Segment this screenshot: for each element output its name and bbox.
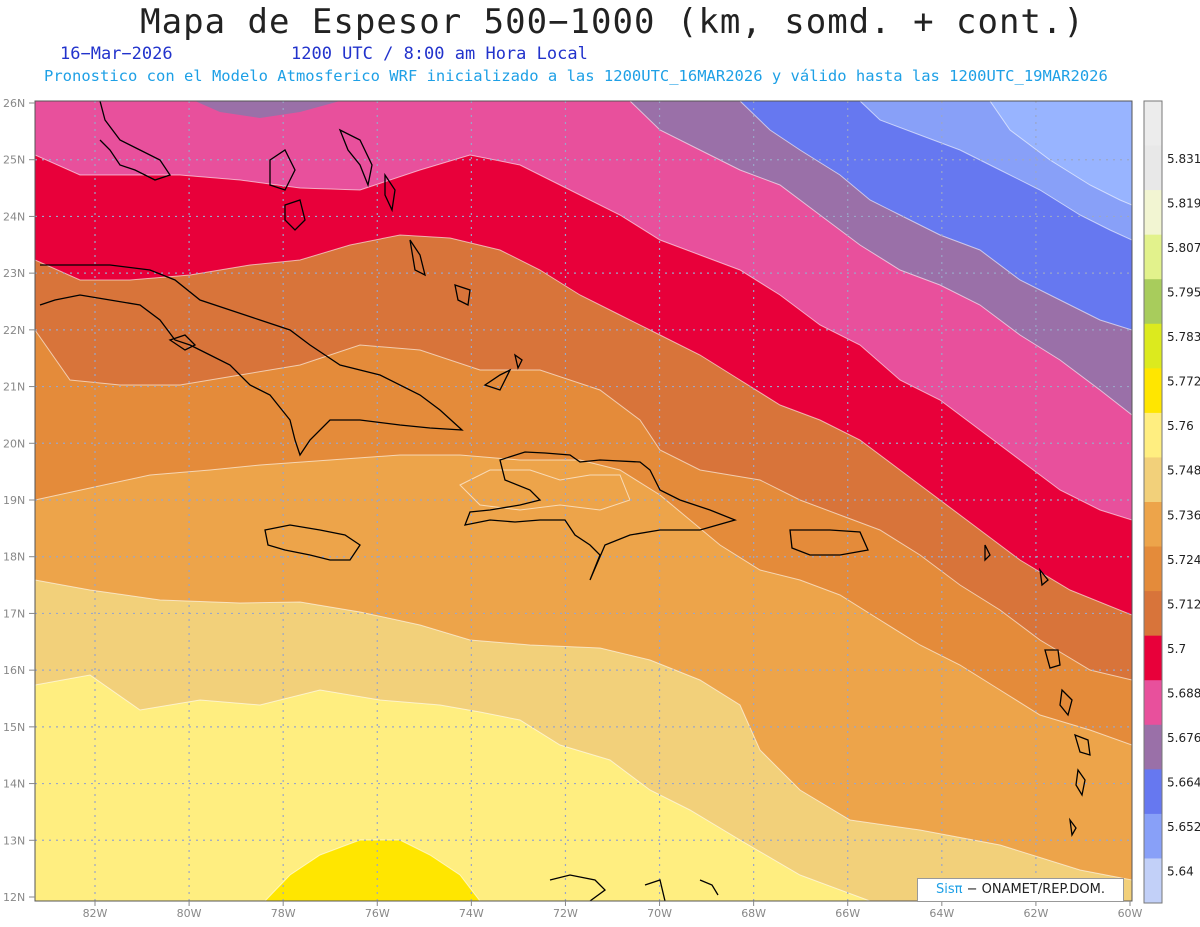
colorbar-swatch [1144, 279, 1162, 325]
colorbar-label: 5.688 [1167, 687, 1200, 701]
colorbar-swatch [1144, 412, 1162, 458]
coastlines [39, 101, 1091, 901]
filled-contours [35, 101, 1132, 901]
colorbar-swatch [1144, 813, 1162, 859]
lat-tick-label: 16N [3, 664, 25, 677]
lon-tick-label: 78W [271, 907, 296, 920]
lon-tick-label: 74W [459, 907, 484, 920]
lat-tick-label: 15N [3, 721, 25, 734]
map-title: Mapa de Espesor 500−1000 (km, somd. + co… [140, 2, 1085, 42]
colorbar-label: 5.807 [1167, 241, 1200, 255]
colorbar-labels: 5.831 5.819 5.807 5.795 5.783 5.772 5.76 5.748 5… [1167, 152, 1200, 879]
longitude-axis: 82W 80W 78W 76W 74W 72W 70W 68W 66W 64W 62W 60W [83, 901, 1143, 920]
lon-tick-label: 62W [1023, 907, 1048, 920]
colorbar-label: 5.795 [1167, 286, 1200, 300]
lon-tick-label: 60W [1118, 907, 1143, 920]
colorbar-swatch [1144, 323, 1162, 369]
colorbar-swatch [1144, 234, 1162, 280]
forecast-date: 16−Mar−2026 [60, 44, 173, 64]
colorbar-swatch [1144, 101, 1162, 147]
lat-tick-label: 14N [3, 778, 25, 791]
colorbar-swatch [1144, 145, 1162, 191]
sispi-logo: Sisπ [935, 882, 963, 897]
colorbar-swatch [1144, 635, 1162, 681]
colorbar-frame [1143, 100, 1163, 904]
lat-tick-label: 21N [3, 381, 25, 394]
lat-tick-label: 26N [3, 97, 25, 110]
lon-tick-label: 70W [647, 907, 672, 920]
colorbar-swatch [1144, 190, 1162, 236]
graticule [35, 101, 1132, 901]
colorbar-swatch [1144, 368, 1162, 414]
colorbar-swatch [1144, 680, 1162, 726]
lat-tick-label: 20N [3, 437, 25, 450]
colorbar-swatch [1144, 591, 1162, 637]
colorbar-label: 5.748 [1167, 464, 1200, 478]
lon-tick-label: 80W [177, 907, 202, 920]
lat-tick-label: 22N [3, 324, 25, 337]
plot-frame [34, 100, 1133, 902]
colorbar-swatch [1144, 502, 1162, 548]
colorbar-label: 5.7 [1167, 642, 1186, 656]
colorbar-label: 5.831 [1167, 152, 1200, 166]
colorbar-label: 5.664 [1167, 776, 1200, 790]
lon-tick-label: 68W [741, 907, 766, 920]
colorbar-swatch [1144, 546, 1162, 592]
colorbar-label: 5.724 [1167, 553, 1200, 567]
lat-tick-label: 17N [3, 607, 25, 620]
lat-tick-label: 23N [3, 267, 25, 280]
colorbar-label: 5.736 [1167, 508, 1200, 522]
lat-tick-label: 19N [3, 494, 25, 507]
forecast-time: 1200 UTC / 8:00 am Hora Local [291, 44, 588, 64]
lat-tick-label: 12N [3, 891, 25, 904]
colorbar-swatch [1144, 724, 1162, 770]
lat-tick-label: 13N [3, 834, 25, 847]
colorbar-label: 5.76 [1167, 419, 1194, 433]
colorbar-label: 5.676 [1167, 731, 1200, 745]
colorbar-swatch [1144, 769, 1162, 815]
colorbar-label: 5.783 [1167, 330, 1200, 344]
colorbar-label: 5.64 [1167, 865, 1194, 879]
lon-tick-label: 72W [553, 907, 578, 920]
credit-box: Sisπ − ONAMET/REP.DOM. [917, 878, 1124, 902]
colorbar-label: 5.652 [1167, 820, 1200, 834]
colorbar-swatch [1144, 858, 1162, 904]
lat-tick-label: 24N [3, 210, 25, 223]
lon-tick-label: 64W [929, 907, 954, 920]
credit-text: − ONAMET/REP.DOM. [966, 882, 1106, 897]
lon-tick-label: 66W [835, 907, 860, 920]
lat-tick-label: 25N [3, 154, 25, 167]
lon-tick-label: 82W [83, 907, 108, 920]
colorbar-label: 5.712 [1167, 597, 1200, 611]
colorbar-label: 5.772 [1167, 375, 1200, 389]
forecast-subtitle: Pronostico con el Modelo Atmosferico WRF… [44, 67, 1108, 85]
colorbar-swatch [1144, 457, 1162, 503]
latitude-axis: 26N 25N 24N 23N 22N 21N 20N 19N 18N 17N 16N 15N 14N 1… [3, 97, 35, 904]
colorbar [1143, 100, 1163, 904]
colorbar-label: 5.819 [1167, 196, 1200, 210]
lat-tick-label: 18N [3, 551, 25, 564]
lon-tick-label: 76W [365, 907, 390, 920]
